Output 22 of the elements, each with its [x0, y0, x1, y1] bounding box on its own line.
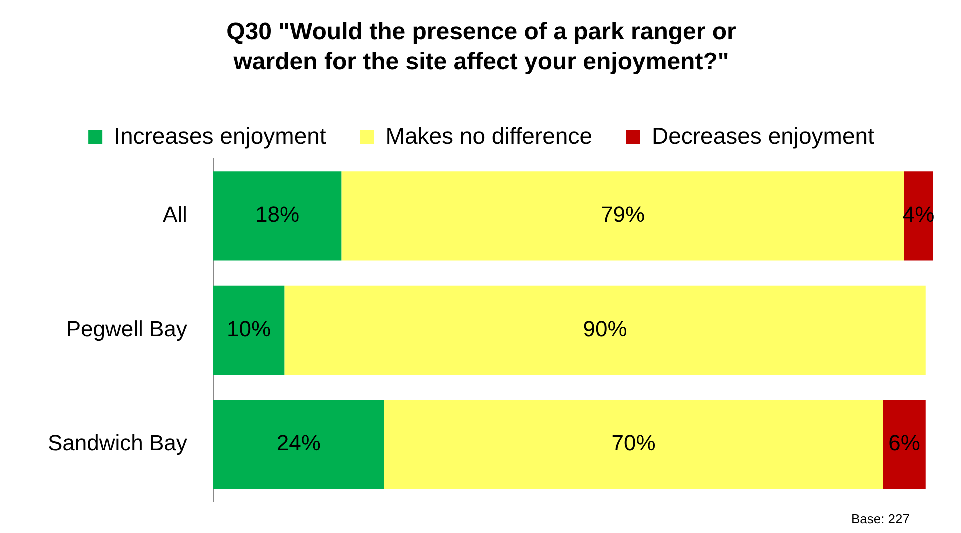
- bar: [213, 400, 384, 490]
- bar: [883, 400, 926, 490]
- data-label: 6%: [888, 430, 920, 456]
- bar: [284, 286, 926, 375]
- legend-label: Increases enjoyment: [114, 122, 327, 149]
- legend-label: Makes no difference: [386, 122, 592, 149]
- data-label: 79%: [601, 202, 646, 228]
- bar: [213, 172, 342, 261]
- data-label: 70%: [612, 430, 656, 456]
- y-tick-label: Sandwich Bay: [48, 430, 188, 456]
- legend-label: Decreases enjoyment: [652, 122, 876, 149]
- bar: [342, 172, 904, 261]
- chart-title: Q30 "Would the presence of a park ranger or warden for the site affect your enjoyment?": [226, 18, 736, 76]
- data-label: 10%: [227, 316, 272, 342]
- data-label: 18%: [256, 202, 300, 228]
- data-label: 90%: [583, 316, 628, 342]
- bar: [384, 400, 884, 490]
- y-tick-label: Pegwell Bay: [66, 316, 188, 342]
- bar: [213, 286, 285, 375]
- y-tick-label: All: [162, 202, 188, 228]
- text: Base: 227: [851, 512, 910, 527]
- data-label: 24%: [276, 430, 321, 456]
